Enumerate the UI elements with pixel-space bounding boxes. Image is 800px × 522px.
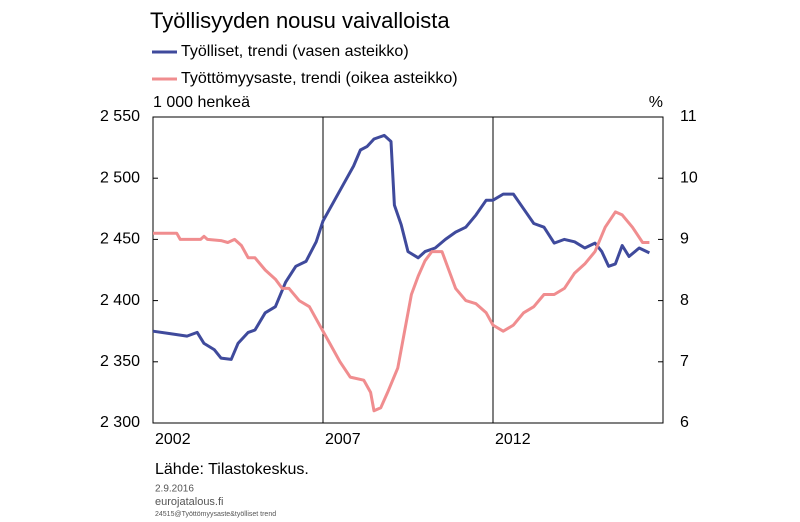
y-tick-label: 2 450 [100, 231, 140, 248]
date: 2.9.2016 [155, 484, 194, 495]
y2-tick-label: 9 [680, 231, 689, 248]
y2-tick-label: 10 [680, 169, 698, 186]
y-tick-label: 2 300 [100, 414, 140, 431]
source: Lähde: Tilastokeskus. [155, 461, 309, 478]
site: eurojatalous.fi [155, 496, 224, 508]
legend-label: Työttömyysaste, trendi (oikea asteikko) [181, 70, 458, 87]
plot-frame [152, 116, 664, 424]
y-axis-label: 1 000 henkeä [153, 94, 250, 111]
series-line [153, 210, 650, 413]
y-tick-label: 2 350 [100, 353, 140, 370]
file-note: 24515@Työttömyysaste&työlliset trend [155, 511, 276, 518]
y-tick-label: 2 500 [100, 169, 140, 186]
legend-label: Työlliset, trendi (vasen asteikko) [181, 43, 409, 60]
x-tick-label: 2007 [325, 431, 361, 448]
x-tick-label: 2012 [495, 431, 531, 448]
y2-tick-label: 6 [680, 414, 689, 431]
y-tick-label: 2 550 [100, 108, 140, 125]
y2-tick-label: 8 [680, 292, 689, 309]
y2-tick-label: 11 [680, 108, 697, 125]
x-tick-label: 2002 [155, 431, 191, 448]
y-tick-label: 2 400 [100, 292, 140, 309]
y2-tick-label: 7 [680, 353, 689, 370]
y2-axis-label: % [649, 94, 663, 111]
chart-title: Työllisyyden nousu vaivalloista [150, 8, 450, 33]
series-line [152, 133, 651, 361]
